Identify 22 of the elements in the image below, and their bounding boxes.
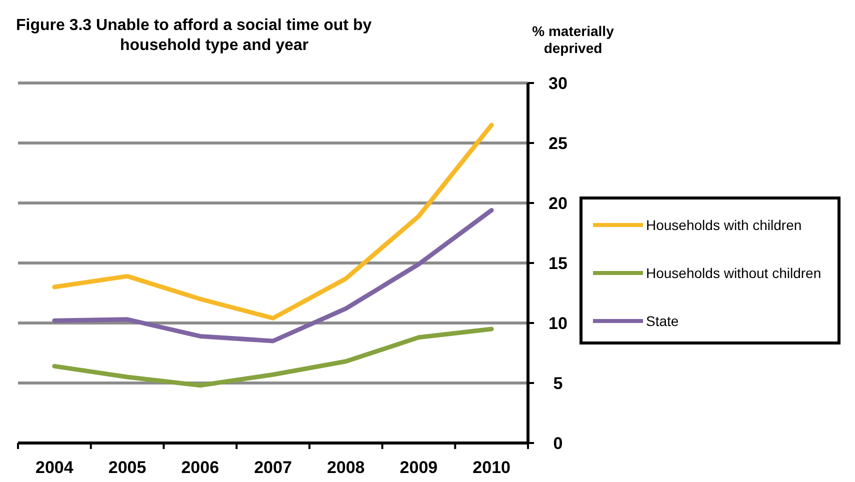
x-tick-label: 2010: [472, 458, 510, 477]
x-tick-label: 2008: [326, 458, 365, 477]
y-axis-title: % materially deprived: [532, 23, 614, 56]
line-series: [52, 208, 494, 344]
line-series: [52, 326, 494, 388]
y-tick-label: 15: [548, 254, 568, 273]
y-tick-label: 25: [548, 134, 568, 153]
legend-label: Households without children: [646, 264, 822, 281]
y-tick-label: 30: [548, 74, 568, 93]
legend-label: Households with children: [646, 216, 802, 233]
legend-label: State: [646, 312, 679, 329]
x-tick-label: 2009: [400, 458, 438, 477]
x-tick-label: 2005: [108, 458, 146, 477]
y-tick-label: 5: [553, 374, 563, 393]
x-tick-label: 2004: [36, 458, 74, 477]
x-tick-label: 2006: [181, 458, 220, 477]
y-tick-label: 20: [548, 194, 568, 213]
y-tick-label: 10: [548, 314, 568, 333]
chart-title: Figure 3.3 Unable to afford a social time out by household type and year: [16, 17, 372, 54]
line-series: [52, 122, 494, 320]
x-tick-label: 2007: [254, 458, 292, 477]
y-tick-label: 0: [553, 434, 563, 453]
